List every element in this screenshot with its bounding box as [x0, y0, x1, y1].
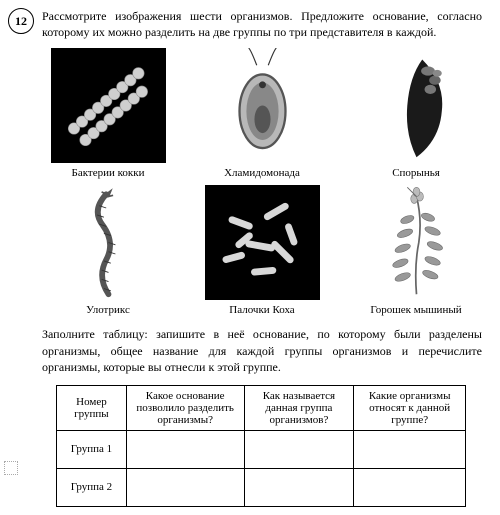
- organism-image-ergot: [359, 48, 474, 163]
- table-header: Как называется данная группа организмов?: [244, 385, 354, 430]
- answer-cell-groupname[interactable]: [244, 468, 354, 506]
- organism-image-koch-bacilli: [205, 185, 320, 300]
- organism-image-cocci: [51, 48, 166, 163]
- organism-image-chlamydomonas: [205, 48, 320, 163]
- table-header: Какое основание позволило разделить орга…: [126, 385, 244, 430]
- row-label: Группа 1: [57, 430, 127, 468]
- answer-cell-members[interactable]: [354, 468, 466, 506]
- organism-caption: Палочки Коха: [229, 304, 294, 316]
- table-header: Номер группы: [57, 385, 127, 430]
- answer-cell-members[interactable]: [354, 430, 466, 468]
- answer-cell-basis[interactable]: [126, 468, 244, 506]
- table-row: Группа 1: [57, 430, 466, 468]
- answer-cell-groupname[interactable]: [244, 430, 354, 468]
- question-prompt: Рассмотрите изображения шести организмов…: [42, 8, 482, 40]
- organism-caption: Улотрикс: [86, 304, 130, 316]
- organism-image-ulothrix: [51, 185, 166, 300]
- organism-cell: Палочки Коха: [196, 185, 328, 316]
- organism-caption: Горошек мышиный: [370, 304, 461, 316]
- table-row: Группа 2: [57, 468, 466, 506]
- table-instruction: Заполните таблицу: запишите в неё основа…: [42, 326, 482, 375]
- table-header: Какие организмы относят к данной группе?: [354, 385, 466, 430]
- organism-cell: Улотрикс: [42, 185, 174, 316]
- organism-cell: Горошек мышиный: [350, 185, 482, 316]
- organism-cell: Бактерии кокки: [42, 48, 174, 179]
- organism-image-vetch: [359, 185, 474, 300]
- organism-cell: Спорынья: [350, 48, 482, 179]
- row-label: Группа 2: [57, 468, 127, 506]
- question-number-badge: 12: [8, 8, 34, 34]
- answer-cell-basis[interactable]: [126, 430, 244, 468]
- organism-grid: Бактерии кокки Хламидомонада Сп: [42, 48, 482, 316]
- organism-cell: Хламидомонада: [196, 48, 328, 179]
- answer-table: Номер группы Какое основание позволило р…: [56, 385, 466, 507]
- organism-caption: Бактерии кокки: [72, 167, 145, 179]
- organism-caption: Хламидомонада: [224, 167, 300, 179]
- margin-checkbox[interactable]: [4, 461, 18, 475]
- organism-caption: Спорынья: [392, 167, 440, 179]
